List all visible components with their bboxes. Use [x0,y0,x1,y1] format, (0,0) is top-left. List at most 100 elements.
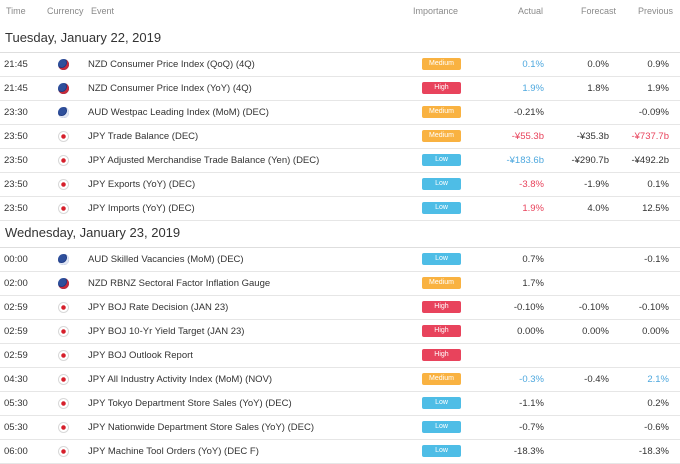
table-row[interactable]: 23:50 JPY Exports (YoY) (DEC) Low -3.8% -1.9… [0,173,680,197]
event-time: 02:59 [4,350,28,361]
table-row[interactable]: 23:50 JPY Adjusted Merchandise Trade Bala… [0,149,680,173]
event-name[interactable]: JPY BOJ Rate Decision (JAN 23) [88,302,229,313]
event-name[interactable]: NZD Consumer Price Index (QoQ) (4Q) [88,59,255,70]
currency-flag [58,83,69,94]
jp-flag-icon [58,350,69,361]
event-name[interactable]: NZD RBNZ Sectoral Factor Inflation Gauge [88,278,271,289]
actual-value: 0.7% [522,254,544,265]
previous-value: -¥492.2b [631,155,669,166]
currency-flag [58,374,69,385]
jp-flag-icon [58,446,69,457]
importance-badge: Medium [422,106,461,118]
jp-flag-icon [58,374,69,385]
au-flag-icon [58,107,69,118]
event-name[interactable]: JPY Exports (YoY) (DEC) [88,179,196,190]
importance-badge: Medium [422,130,461,142]
table-row[interactable]: 02:59 JPY BOJ 10-Yr Yield Target (JAN 23)… [0,320,680,344]
currency-flag [58,254,69,265]
forecast-value: 4.0% [587,203,609,214]
importance-badge: Medium [422,373,461,385]
forecast-value: -¥290.7b [571,155,609,166]
event-time: 06:00 [4,446,28,457]
table-row[interactable]: 00:00 AUD Skilled Vacancies (MoM) (DEC) Lo… [0,248,680,272]
jp-flag-icon [58,302,69,313]
actual-value: -0.10% [513,302,544,313]
event-name[interactable]: JPY BOJ 10-Yr Yield Target (JAN 23) [88,326,245,337]
jp-flag-icon [58,179,69,190]
event-name[interactable]: AUD Westpac Leading Index (MoM) (DEC) [88,107,269,118]
table-row[interactable]: 02:59 JPY BOJ Rate Decision (JAN 23) High -… [0,296,680,320]
nz-flag-icon [58,59,69,70]
header-importance: Importance [413,6,459,16]
table-row[interactable]: 23:50 JPY Trade Balance (DEC) Medium -¥55.3… [0,125,680,149]
day-section: Wednesday, January 23, 2019 00:00 AUD Skil… [0,218,680,464]
date-heading: Tuesday, January 22, 2019 [0,23,680,53]
jp-flag-icon [58,398,69,409]
previous-value: -0.1% [644,254,669,265]
jp-flag-icon [58,203,69,214]
event-name[interactable]: JPY Tokyo Department Store Sales (YoY) (… [88,398,292,409]
event-time: 02:00 [4,278,28,289]
event-name[interactable]: JPY Adjusted Merchandise Trade Balance (… [88,155,320,166]
event-time: 23:50 [4,203,28,214]
actual-value: 0.00% [517,326,544,337]
currency-flag [58,59,69,70]
event-time: 23:30 [4,107,28,118]
forecast-value: -1.9% [584,179,609,190]
jp-flag-icon [58,422,69,433]
actual-value: 1.9% [522,203,544,214]
table-row[interactable]: 05:30 JPY Tokyo Department Store Sales (Y… [0,392,680,416]
event-name[interactable]: JPY Trade Balance (DEC) [88,131,199,142]
importance-badge: Low [422,445,461,457]
forecast-value: -0.10% [578,302,609,313]
importance-badge: Low [422,202,461,214]
actual-value: 1.7% [522,278,544,289]
table-row[interactable]: 02:00 NZD RBNZ Sectoral Factor Inflation … [0,272,680,296]
jp-flag-icon [58,131,69,142]
event-name[interactable]: AUD Skilled Vacancies (MoM) (DEC) [88,254,244,265]
currency-flag [58,155,69,166]
previous-value: 0.1% [647,179,669,190]
currency-flag [58,179,69,190]
table-row[interactable]: 04:30 JPY All Industry Activity Index (Mo… [0,368,680,392]
event-time: 21:45 [4,59,28,70]
event-time: 05:30 [4,422,28,433]
event-name[interactable]: JPY Imports (YoY) (DEC) [88,203,195,214]
actual-value: 1.9% [522,83,544,94]
currency-flag [58,350,69,361]
actual-value: -0.21% [513,107,544,118]
event-name[interactable]: JPY Machine Tool Orders (YoY) (DEC F) [88,446,259,457]
importance-badge: Medium [422,58,461,70]
currency-flag [58,131,69,142]
actual-value: -0.3% [519,374,544,385]
currency-flag [58,326,69,337]
importance-badge: Low [422,397,461,409]
actual-value: -¥183.6b [506,155,544,166]
forecast-value: 0.00% [582,326,609,337]
previous-value: -0.10% [638,302,669,313]
header-previous: Previous [638,6,674,16]
actual-value: 0.1% [522,59,544,70]
event-time: 02:59 [4,302,28,313]
importance-badge: High [422,325,461,337]
table-row[interactable]: 21:45 NZD Consumer Price Index (YoY) (4Q)… [0,77,680,101]
table-row[interactable]: 02:59 JPY BOJ Outlook Report High [0,344,680,368]
previous-value: 0.2% [647,398,669,409]
nz-flag-icon [58,278,69,289]
previous-value: 1.9% [647,83,669,94]
day-section: Tuesday, January 22, 2019 21:45 NZD Consum… [0,23,680,221]
currency-flag [58,398,69,409]
table-row[interactable]: 05:30 JPY Nationwide Department Store Sal… [0,416,680,440]
event-name[interactable]: NZD Consumer Price Index (YoY) (4Q) [88,83,252,94]
table-row[interactable]: 06:00 JPY Machine Tool Orders (YoY) (DEC … [0,440,680,464]
importance-badge: Low [422,154,461,166]
event-name[interactable]: JPY Nationwide Department Store Sales (Y… [88,422,314,433]
event-name[interactable]: JPY All Industry Activity Index (MoM) (N… [88,374,273,385]
au-flag-icon [58,254,69,265]
actual-value: -18.3% [513,446,544,457]
table-row[interactable]: 21:45 NZD Consumer Price Index (QoQ) (4Q)… [0,53,680,77]
table-row[interactable]: 23:50 JPY Imports (YoY) (DEC) Low 1.9% 4.0% 1… [0,197,680,221]
table-row[interactable]: 23:30 AUD Westpac Leading Index (MoM) (DE… [0,101,680,125]
event-name[interactable]: JPY BOJ Outlook Report [88,350,193,361]
forecast-value: -0.4% [584,374,609,385]
